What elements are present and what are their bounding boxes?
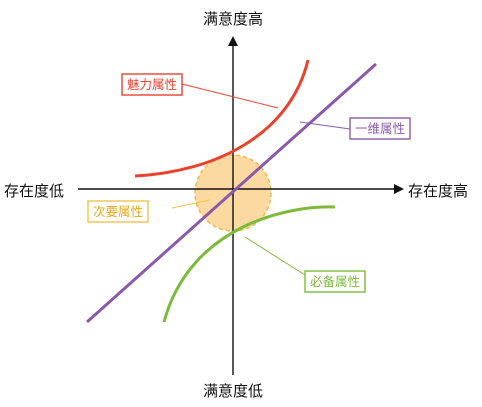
must-be-curve: [162, 205, 336, 323]
y-axis-bottom-label: 满意度低: [203, 382, 263, 400]
attractive-curve: [134, 59, 310, 178]
must-be-tag: 必备属性: [304, 270, 366, 293]
x-axis-right-label: 存在度高: [408, 182, 468, 200]
attractive-tag: 魅力属性: [121, 73, 183, 96]
indifferent-tag-label: 次要属性: [93, 204, 143, 219]
must-be-tag-label: 必备属性: [310, 274, 360, 289]
y-axis-top-label: 满意度高: [203, 10, 263, 28]
attractive-tag-label: 魅力属性: [127, 77, 177, 92]
must-be-leader: [244, 236, 306, 276]
one-dimensional-tag-label: 一维属性: [355, 121, 405, 136]
indifferent-tag: 次要属性: [87, 200, 149, 223]
one-dimensional-leader: [299, 121, 351, 130]
x-axis-left-label: 存在度低: [4, 182, 64, 200]
one-dimensional-tag: 一维属性: [349, 117, 411, 140]
indifferent-leader: [171, 199, 211, 209]
attractive-leader: [181, 83, 279, 109]
one-dimensional-line: [86, 62, 377, 324]
